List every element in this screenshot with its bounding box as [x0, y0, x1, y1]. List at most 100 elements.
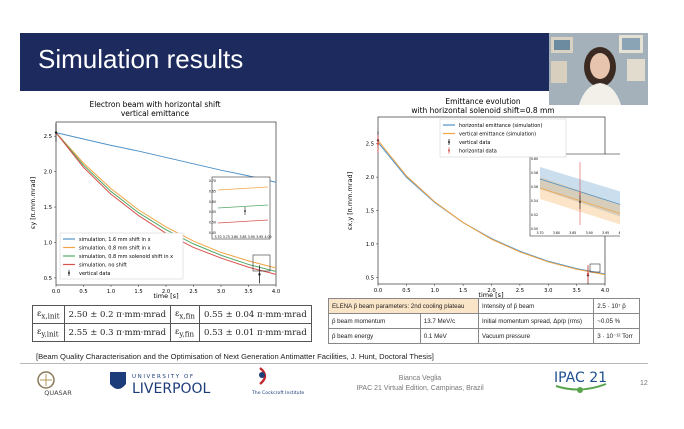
chart-left-x-label: time [s] — [153, 292, 178, 300]
legend-entry: simulation, 1.6 mm shift in x — [63, 237, 151, 243]
footer-event: IPAC 21 Virtual Edition, Campinas, Brazi… — [356, 385, 484, 392]
ipac-logo-text: IPAC 21 — [554, 370, 607, 386]
legend-entry: simulation, no shift — [63, 263, 127, 269]
x-tick-label: 3.0 — [217, 289, 225, 295]
presenter-video-image — [549, 33, 648, 105]
legend-label: simulation, 0.8 mm solenoid shift in x — [79, 254, 173, 260]
chart-right-x-label: time [s] — [478, 291, 503, 299]
chart-right-y-label: εx,y [π.mm.mrad] — [346, 172, 354, 230]
emittance-label: εx,fin — [170, 305, 200, 324]
inset-x-tick-label: 3.70 — [536, 231, 543, 235]
chart-right-inset: 3.70 3.80 3.85 3.90 3.95 4.00 0.50 0.52 0.54 0.56… — [529, 153, 620, 237]
inset-x-tick-label: 3.85 — [569, 231, 576, 235]
emittance-label: εy,init — [32, 323, 65, 342]
inset-y-tick-label: 0.45 — [209, 231, 216, 235]
params-cell: ~0.05 % — [593, 313, 640, 329]
inset-y-tick-label: 0.56 — [531, 185, 538, 189]
params-header: ELENA p̄ beam parameters: 2nd cooling pl… — [327, 298, 480, 314]
page-number: 12 — [640, 380, 648, 387]
chart-right-zoom-box — [589, 263, 601, 273]
inset-data-point — [244, 207, 246, 215]
series-line-vertical-emittance-simulation — [377, 140, 606, 276]
inset-y-tick-label: 0.58 — [531, 171, 538, 175]
footer-author: Bianca Veglia — [398, 375, 442, 382]
inset-x-tick-label: 3.80 — [553, 231, 560, 235]
params-cell: 3 · 10⁻¹² Torr — [593, 328, 640, 344]
legend-label: horizontal emittance (simulation) — [459, 123, 542, 129]
inset-y-tick-label: 0.55 — [209, 210, 216, 214]
y-tick-label: 1.5 — [44, 205, 52, 211]
emittance-value: 2.50 ± 0.2 π·mm·mrad — [63, 305, 172, 324]
quasar-logo: QUASAR — [37, 371, 72, 397]
chart-right-title: Emittance evolution — [445, 97, 521, 106]
cockcroft-logo: The Cockcroft Institute — [251, 367, 304, 396]
inset-x-tick-label: 3.70 — [214, 235, 221, 239]
table-row: ELENA p̄ beam parameters: 2nd cooling pl… — [327, 298, 640, 314]
inset-x-tick-label: 3.80 — [231, 235, 238, 239]
y-tick-label: 1.5 — [366, 209, 374, 215]
legend-entry: vertical data — [68, 270, 111, 277]
legend-entry: horizontal data — [448, 147, 497, 155]
y-tick-label: 2.0 — [44, 170, 52, 176]
params-cell: 0.1 MeV — [419, 328, 480, 344]
inset-y-tick-label: 0.65 — [209, 189, 216, 193]
params-cell: Intensity of p̄ beam — [478, 298, 595, 314]
legend-label: simulation, 0.8 mm shift in x — [79, 246, 151, 252]
x-tick-label: 3.5 — [573, 288, 581, 294]
x-tick-label: 4.0 — [601, 288, 609, 294]
data-point-vertical-data — [258, 265, 261, 284]
y-tick-label: 2.5 — [366, 142, 374, 148]
chart-left-inset: 3.70 3.75 3.80 3.85 3.90 3.95 4.00 0.45 0.50 0.55… — [209, 176, 272, 240]
quasar-logo-text: QUASAR — [44, 389, 72, 397]
cockcroft-swoosh-icon — [259, 367, 267, 385]
y-tick-label: 1.0 — [366, 242, 374, 248]
cockcroft-logo-text: The Cockcroft Institute — [251, 390, 304, 396]
inset-series — [217, 204, 269, 209]
liverpool-logo: UNIVERSITY OF LIVERPOOL — [110, 372, 211, 397]
citation: [Beam Quality Characterisation and the O… — [36, 352, 434, 361]
legend-entry: horizontal emittance (simulation) — [443, 123, 542, 129]
inset-y-tick-label: 0.70 — [209, 179, 216, 183]
chart-right: Emittance evolution with horizontal sole… — [346, 97, 620, 299]
legend-label: simulation, no shift — [79, 263, 127, 269]
legend-entry: simulation, 0.8 mm solenoid shift in x — [63, 254, 173, 260]
liverpool-logo-bottom: LIVERPOOL — [132, 381, 211, 397]
inset-y-tick-label: 0.50 — [531, 227, 538, 231]
series-line-horizontal-emittance-simulation — [377, 142, 606, 275]
params-cell: Vacuum pressure — [478, 328, 595, 344]
legend-label: simulation, 1.6 mm shift in x — [79, 237, 151, 243]
emittance-label: εx,init — [32, 305, 65, 324]
x-tick-label: 0.5 — [402, 288, 410, 294]
legend-label: vertical data — [459, 140, 491, 146]
inset-series — [539, 187, 620, 214]
inset-data-point — [579, 162, 581, 225]
legend-entry: vertical data — [448, 139, 491, 146]
inset-data-point — [579, 195, 581, 209]
x-tick-label: 1.5 — [459, 288, 467, 294]
inset-x-tick-label: 4.00 — [618, 231, 620, 235]
params-cell: 13.7 MeV/c — [419, 313, 480, 329]
x-tick-label: 1.5 — [134, 289, 142, 295]
y-tick-label: 1.0 — [44, 240, 52, 246]
y-tick-label: 2.0 — [366, 175, 374, 181]
inset-x-tick-label: 3.95 — [602, 231, 609, 235]
footer-divider — [20, 363, 648, 364]
emittance-value: 0.53 ± 0.01 π·mm·mrad — [198, 323, 312, 342]
chart-right-legend: horizontal emittance (simulation) vertica… — [439, 118, 567, 158]
chart-right-subtitle: with horizontal solenoid shift=0.8 mm — [411, 106, 554, 115]
inset-x-tick-label: 3.95 — [256, 235, 263, 239]
x-tick-label: 2.5 — [189, 289, 197, 295]
slide-title: Simulation results — [38, 44, 244, 74]
y-tick-label: 0.5 — [44, 276, 52, 282]
emittance-value: 0.55 ± 0.04 π·mm·mrad — [198, 305, 312, 324]
inset-y-tick-label: 0.52 — [531, 213, 538, 217]
series-line-simulation-1-6-mm-shift-in-x — [55, 132, 277, 183]
x-tick-label: 3.5 — [244, 289, 252, 295]
params-cell: p̄ beam momentum — [328, 313, 421, 329]
x-tick-label: 2.0 — [162, 289, 170, 295]
chart-left-y-label: εy [π.mm.mrad] — [29, 177, 37, 229]
data-point-horizontal-data — [376, 134, 380, 153]
inset-x-tick-label: 3.90 — [586, 231, 593, 235]
x-tick-label: 1.0 — [431, 288, 439, 294]
chart-left-zoom-box — [252, 254, 271, 272]
